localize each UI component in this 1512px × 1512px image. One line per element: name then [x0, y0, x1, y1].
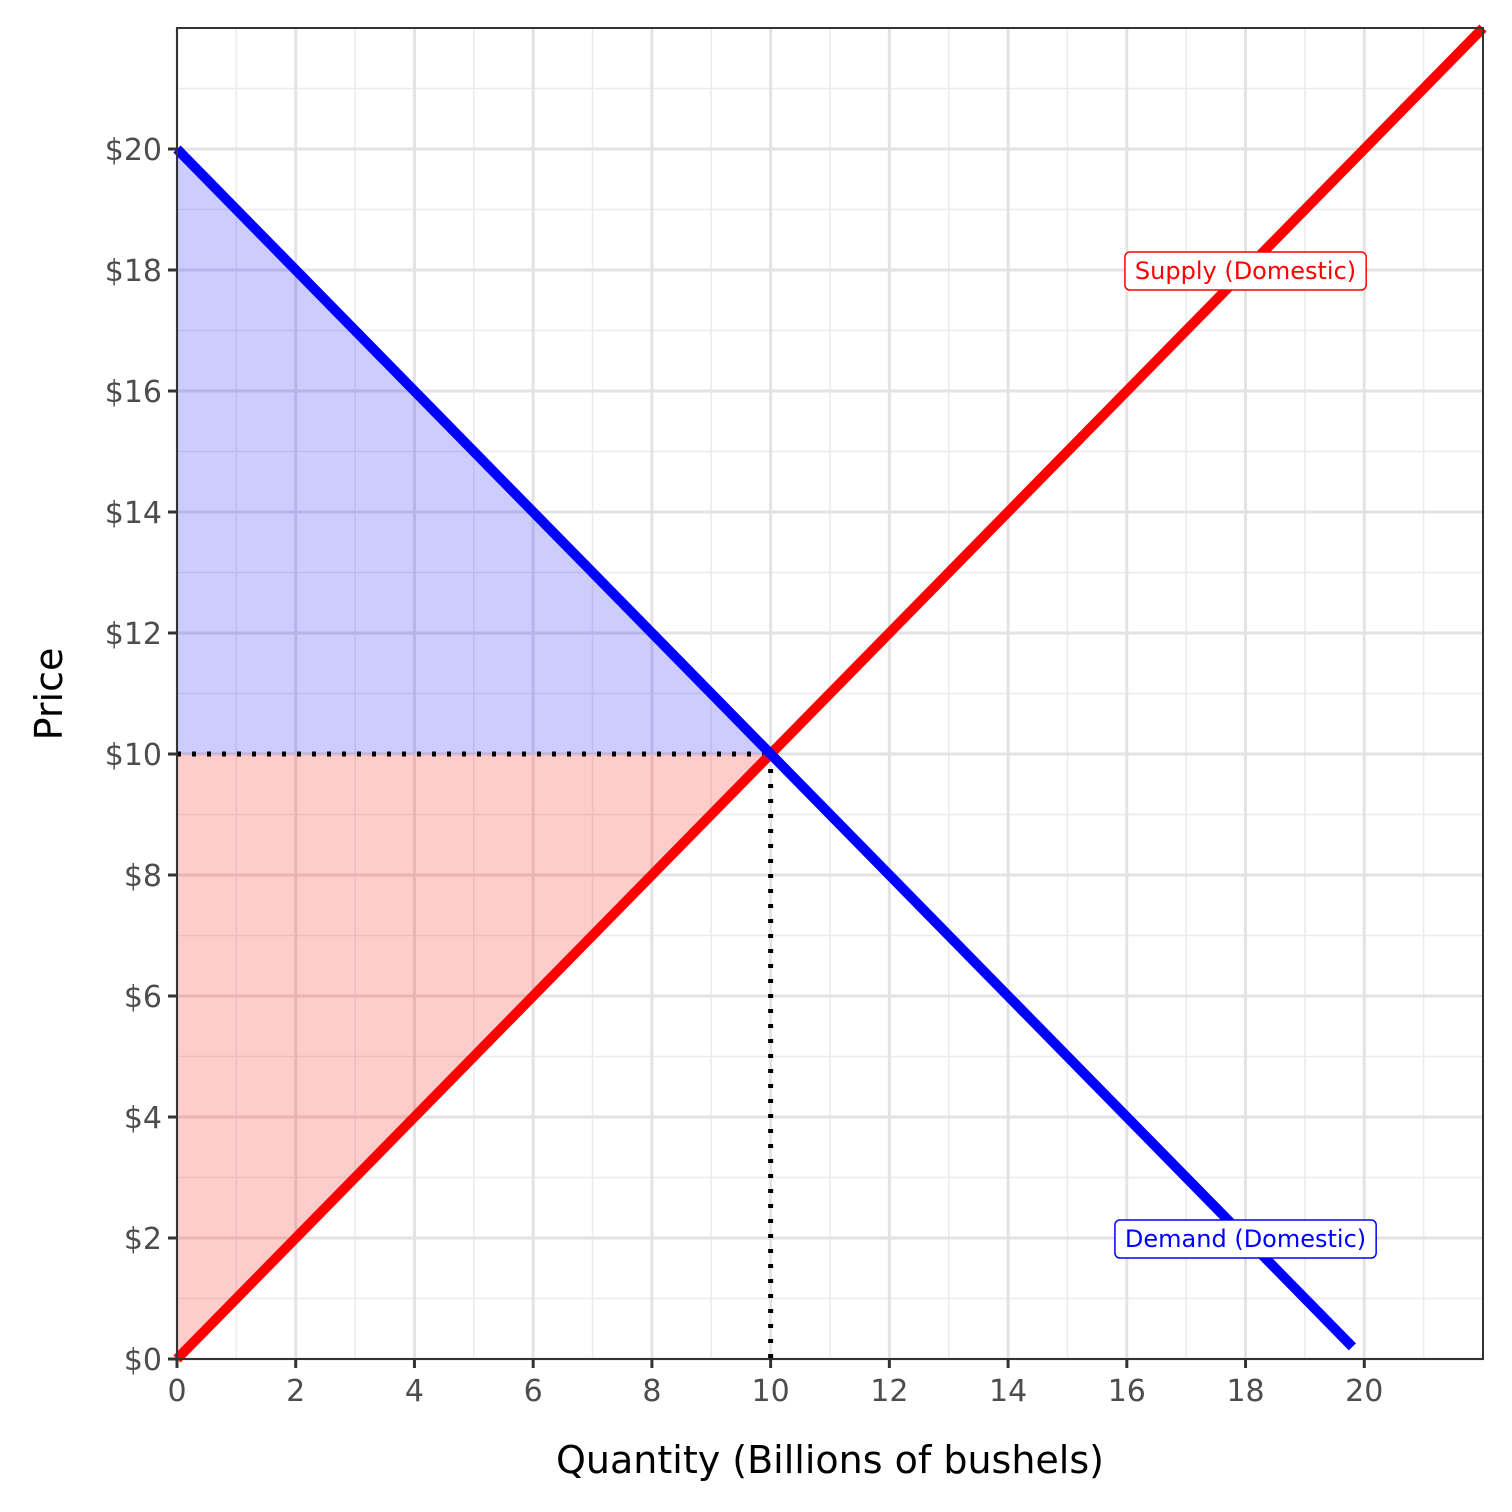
x-tick-label: 4: [405, 1374, 424, 1409]
plot-border: [176, 27, 1484, 1360]
equilibrium-guides: [177, 751, 774, 1359]
x-tick-label: 12: [870, 1374, 908, 1409]
x-tick-label: 6: [524, 1374, 543, 1409]
curves: [173, 24, 1487, 1363]
y-tick-label: $14: [105, 496, 162, 531]
label-text: Demand (Domestic): [1125, 1225, 1366, 1253]
grid-minor: [177, 28, 1483, 1359]
label-box: [1124, 251, 1367, 291]
y-tick-label: $18: [105, 254, 162, 289]
y-tick-label: $12: [105, 617, 162, 652]
y-tick-label: $6: [124, 980, 162, 1015]
y-tick-label: $16: [105, 375, 162, 410]
x-tick-label: 2: [286, 1374, 305, 1409]
x-axis-ticks: 0 2 4 6 8 10 12 14 16 18 20: [167, 1359, 1383, 1409]
label-text: Supply (Domestic): [1135, 257, 1356, 285]
y-tick-label: $20: [105, 133, 162, 168]
x-axis-title: Quantity (Billions of bushels): [556, 1438, 1104, 1482]
y-tick-label: $0: [124, 1343, 162, 1378]
x-tick-label: 20: [1345, 1374, 1383, 1409]
y-tick-label: $2: [124, 1222, 162, 1257]
x-tick-label: 8: [642, 1374, 661, 1409]
demand-label: Demand (Domestic): [1114, 1219, 1377, 1259]
x-tick-label: 0: [167, 1374, 186, 1409]
y-tick-label: $8: [124, 859, 162, 894]
demand-curve: [173, 145, 1356, 1351]
x-tick-label: 10: [752, 1374, 790, 1409]
y-tick-label: $10: [105, 738, 162, 773]
y-tick-label: $4: [124, 1101, 162, 1136]
x-tick-label: 18: [1226, 1374, 1264, 1409]
y-axis-title: Price: [27, 648, 71, 741]
y-axis-ticks: $0 $2 $4 $6 $8 $10 $12 $14 $16 $18 $20: [105, 133, 177, 1378]
x-tick-label: 14: [989, 1374, 1027, 1409]
supply-label: Supply (Domestic): [1124, 251, 1367, 291]
supply-curve: [173, 24, 1487, 1363]
curve-labels: Supply (Domestic) Demand (Domestic): [1114, 251, 1377, 1259]
x-tick-label: 16: [1108, 1374, 1146, 1409]
label-box: [1114, 1219, 1377, 1259]
